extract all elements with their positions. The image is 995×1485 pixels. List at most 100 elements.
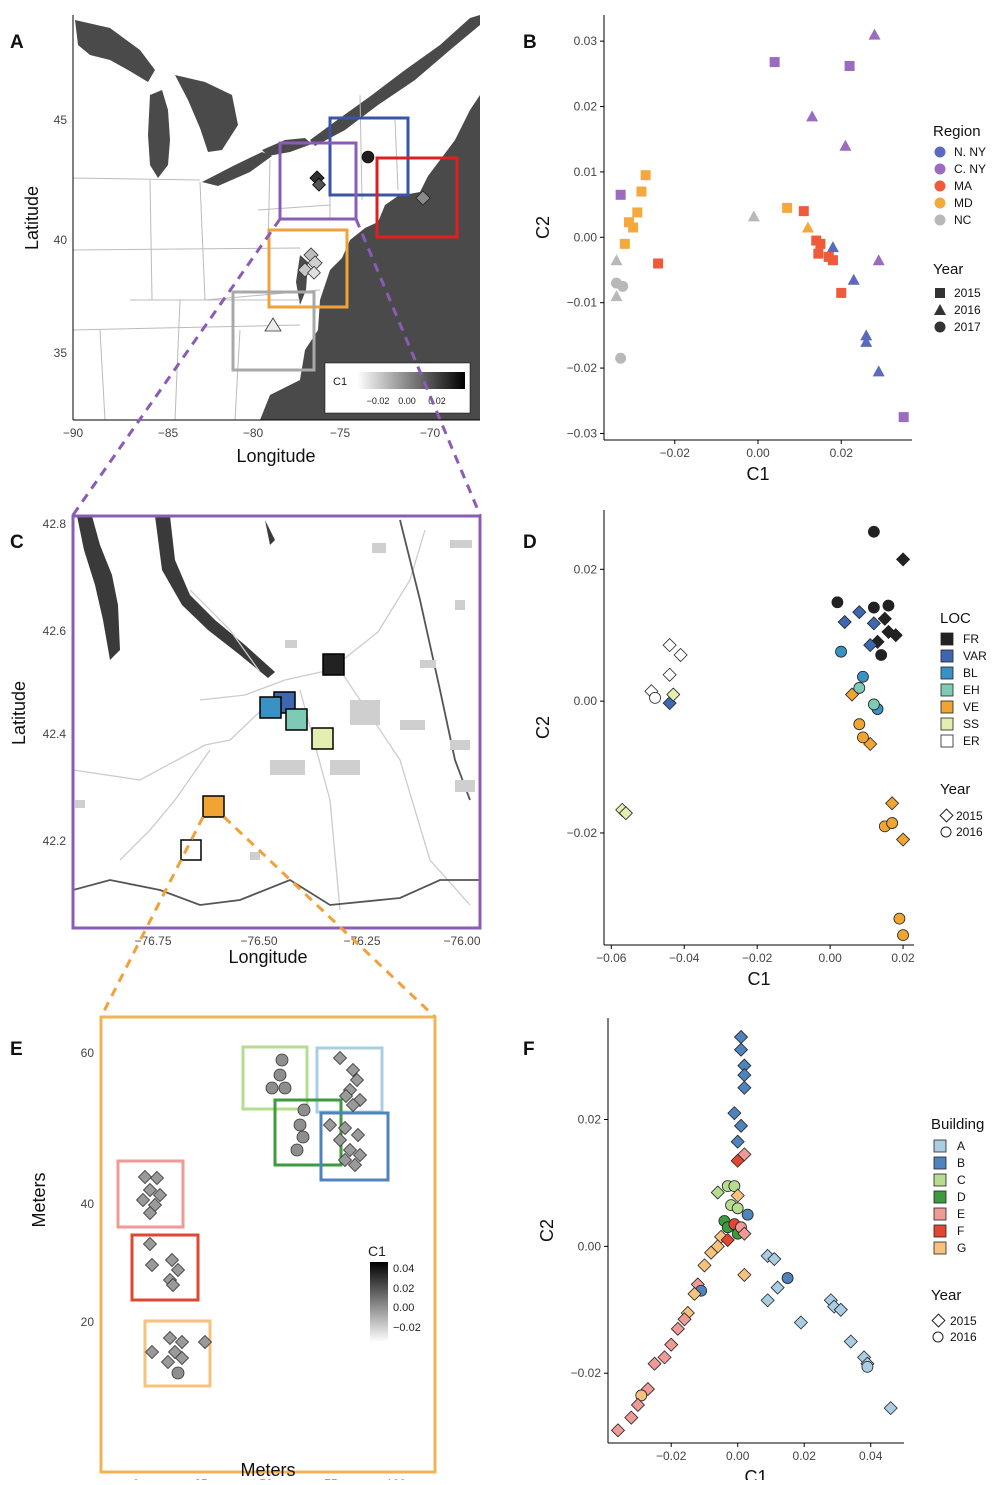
data-point bbox=[883, 1401, 898, 1416]
y-tick-label: 0.00 bbox=[578, 1239, 602, 1253]
legend-title: Building bbox=[931, 1116, 984, 1133]
data-point bbox=[673, 647, 688, 663]
data-point bbox=[813, 248, 824, 259]
x-axis-title: C1 bbox=[744, 1467, 767, 1480]
x-tick-label: −0.06 bbox=[596, 951, 627, 965]
legend-key bbox=[933, 1241, 947, 1255]
data-point bbox=[662, 667, 677, 682]
data-point bbox=[882, 599, 895, 612]
sample-point bbox=[312, 177, 326, 192]
data-point bbox=[827, 255, 838, 266]
x-tick-label: −76.75 bbox=[134, 934, 171, 948]
building-box-f bbox=[130, 1233, 200, 1302]
region-box-md bbox=[267, 228, 349, 309]
x-tick-label: −0.02 bbox=[742, 951, 773, 965]
ocean-shape bbox=[260, 15, 480, 420]
legend-label: A bbox=[957, 1139, 965, 1153]
x-axis-title-e: Meters bbox=[240, 1460, 295, 1480]
y-tick-label: 42.4 bbox=[43, 727, 67, 741]
data-point bbox=[737, 1068, 752, 1083]
legend-label: FR bbox=[963, 632, 979, 646]
data-point bbox=[872, 254, 885, 266]
legend-label: MA bbox=[954, 179, 972, 193]
scatter-plot-b: −0.02 0.00 0.02 −0.03 −0.02 −0.01 0.00 0.01 0.02… bbox=[533, 15, 912, 484]
legend-label: MD bbox=[954, 196, 973, 210]
map-c: −76.75 −76.50 −76.25 −76.00 42.2 42.4 42… bbox=[9, 514, 482, 967]
data-point bbox=[615, 352, 627, 364]
data-point bbox=[760, 1293, 775, 1308]
x-tick-label: −76.00 bbox=[443, 934, 480, 948]
data-point bbox=[628, 222, 639, 233]
y-tick-label: 0.01 bbox=[574, 165, 598, 179]
map-c-frame bbox=[71, 514, 482, 930]
data-point bbox=[727, 1106, 742, 1121]
zoom-connector bbox=[99, 816, 205, 1018]
legend-label: 2017 bbox=[954, 320, 981, 334]
data-point bbox=[872, 365, 885, 377]
sample-point bbox=[342, 1142, 358, 1158]
sample-point bbox=[307, 255, 323, 271]
legend-label: VE bbox=[963, 700, 979, 714]
colorbar-tick: 0.04 bbox=[393, 1263, 414, 1275]
x-tick-label: −75 bbox=[330, 426, 351, 440]
data-point bbox=[839, 139, 852, 151]
legend-key-circle bbox=[940, 826, 952, 838]
legend-label: 2016 bbox=[950, 1330, 977, 1344]
colorbar-tick: −0.02 bbox=[367, 396, 390, 406]
sample-point bbox=[337, 1152, 353, 1168]
sample-point bbox=[322, 1117, 338, 1133]
data-point bbox=[664, 1337, 679, 1352]
data-point bbox=[619, 238, 630, 249]
roads bbox=[73, 529, 471, 911]
legend-b: Region N. NY C. NY MA MD NC Year 2015 20… bbox=[933, 123, 986, 334]
x-tick-label: −70 bbox=[420, 426, 441, 440]
scatter-plot-f: −0.02 0.00 0.02 0.04 −0.02 0.00 0.02 C1 C2 bbox=[537, 1018, 904, 1485]
data-point bbox=[737, 1226, 752, 1241]
sample-point bbox=[332, 1132, 348, 1148]
legend-key bbox=[940, 666, 954, 680]
colorbar-tick: 0.00 bbox=[393, 1302, 414, 1314]
data-point bbox=[895, 552, 911, 567]
legend-key bbox=[933, 1224, 947, 1238]
data-point bbox=[769, 57, 780, 68]
legend-title: LOC bbox=[940, 610, 971, 627]
legend-label: C. NY bbox=[954, 162, 986, 176]
x-tick-label: −80 bbox=[243, 426, 264, 440]
panel-label-e: E bbox=[10, 1039, 23, 1060]
legend-key bbox=[940, 734, 954, 748]
data-point bbox=[733, 1029, 749, 1045]
sample-point bbox=[345, 1097, 361, 1113]
data-point bbox=[836, 287, 847, 298]
legend-key-square bbox=[935, 288, 945, 298]
data-point bbox=[867, 601, 880, 614]
y-tick-label: 60 bbox=[81, 1046, 95, 1060]
data-point bbox=[815, 238, 826, 249]
sample-point bbox=[137, 1169, 153, 1185]
y-tick-label: 20 bbox=[81, 1315, 95, 1329]
y-tick-label: 40 bbox=[54, 233, 68, 247]
zoom-connector bbox=[71, 218, 282, 516]
data-point bbox=[893, 912, 906, 925]
data-point bbox=[767, 1251, 782, 1267]
site-marker-fr bbox=[322, 653, 345, 676]
sample-point bbox=[164, 1252, 180, 1268]
legend-key bbox=[934, 214, 946, 226]
lake-michigan-shape bbox=[148, 90, 170, 178]
sample-point bbox=[345, 1062, 361, 1078]
lake-superior-shape bbox=[75, 20, 155, 82]
data-point bbox=[610, 254, 623, 266]
data-point bbox=[866, 616, 881, 631]
y-tick-label: 42.6 bbox=[43, 624, 67, 638]
sample-point bbox=[135, 1192, 151, 1208]
data-point bbox=[632, 207, 643, 218]
y-tick-label: −0.02 bbox=[567, 361, 598, 375]
sample-point bbox=[332, 1050, 348, 1066]
y-tick-label: −0.02 bbox=[571, 1366, 602, 1380]
data-point bbox=[697, 1258, 712, 1273]
data-point bbox=[868, 28, 881, 40]
data-point bbox=[826, 241, 839, 253]
legend-label: F bbox=[957, 1224, 964, 1238]
site-marker-eh bbox=[285, 708, 308, 731]
highway bbox=[73, 878, 480, 906]
